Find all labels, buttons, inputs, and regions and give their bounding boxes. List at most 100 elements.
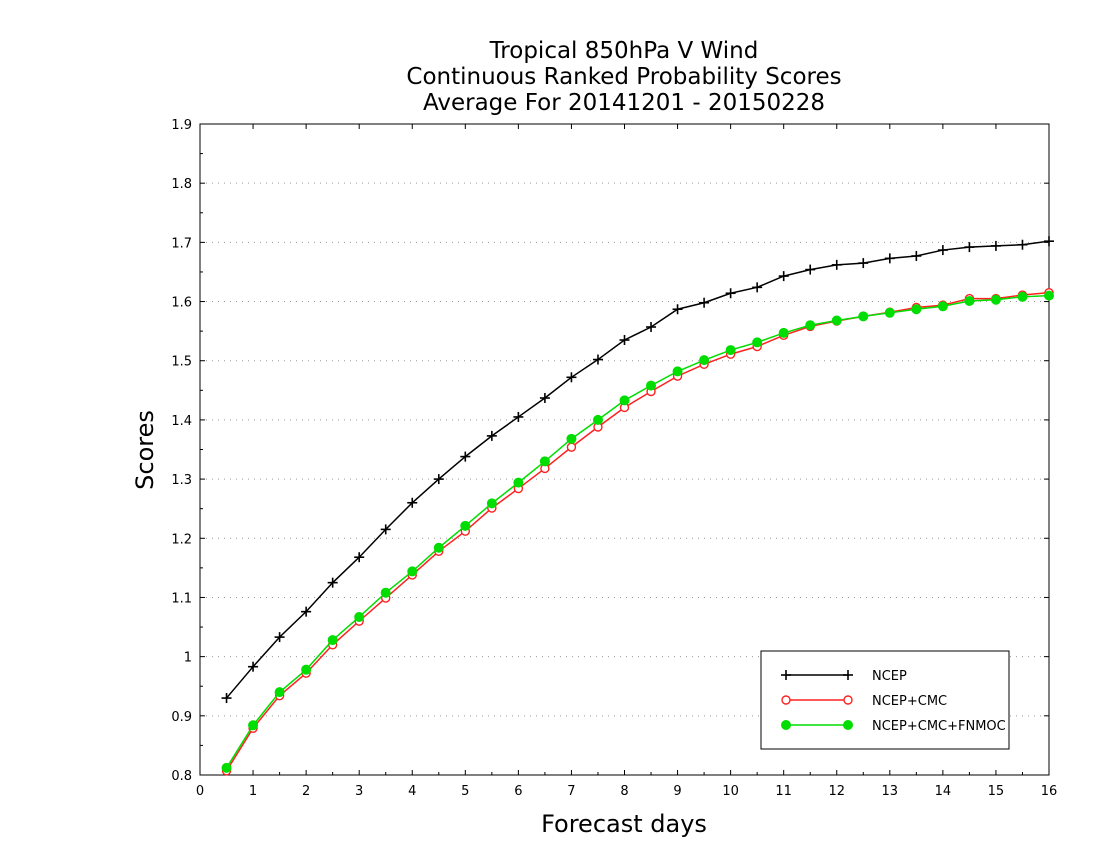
- data-point: [539, 456, 550, 467]
- data-point: [911, 250, 922, 261]
- x-axis-label: Forecast days: [541, 810, 707, 838]
- y-tick-label: 1.3: [171, 473, 192, 488]
- data-point: [380, 524, 391, 535]
- x-tick-label: 7: [567, 784, 575, 799]
- data-point: [752, 282, 763, 293]
- y-axis-label: Scores: [131, 410, 159, 490]
- data-point: [805, 320, 816, 331]
- data-point: [672, 304, 683, 315]
- x-tick-label: 13: [882, 784, 899, 799]
- data-point: [566, 433, 577, 444]
- chart-title-line: Tropical 850hPa V Wind: [489, 38, 759, 64]
- data-point: [433, 542, 444, 553]
- x-tick-label: 1: [249, 784, 257, 799]
- data-point: [301, 606, 312, 617]
- x-tick-label: 11: [775, 784, 792, 799]
- data-point: [911, 304, 922, 315]
- data-point: [221, 693, 232, 704]
- data-point: [964, 295, 975, 306]
- data-point: [884, 307, 895, 318]
- x-tick-label: 5: [461, 784, 469, 799]
- x-tick-label: 2: [302, 784, 310, 799]
- x-axis: 0 1 2 3 4 5 6 7 8 9 10 11 12 13 14 15 16: [196, 124, 1057, 799]
- data-point: [592, 354, 603, 365]
- data-point: [566, 442, 577, 452]
- data-point: [1017, 291, 1028, 302]
- y-tick-label: 1.6: [171, 296, 192, 311]
- data-point: [592, 414, 603, 425]
- data-point: [937, 301, 948, 312]
- data-point: [699, 297, 710, 308]
- chart-title-line: Continuous Ranked Probability Scores: [406, 64, 841, 90]
- data-point: [619, 395, 630, 406]
- data-point: [248, 720, 259, 731]
- data-point: [513, 411, 524, 422]
- x-tick-label: 16: [1041, 784, 1058, 799]
- data-point: [248, 661, 259, 672]
- data-point: [433, 474, 444, 485]
- data-point: [486, 498, 497, 509]
- series-2: [221, 290, 1054, 773]
- legend-label: NCEP+CMC+FNMOC: [872, 719, 1006, 734]
- y-tick-label: 1.4: [171, 414, 192, 429]
- data-point: [539, 393, 550, 404]
- y-tick-label: 1.5: [171, 355, 192, 370]
- data-point: [725, 345, 736, 356]
- y-tick-label: 0.9: [171, 710, 192, 725]
- data-point: [301, 664, 312, 675]
- grid: [200, 182, 1049, 717]
- y-axis: 0.8 0.9 1 1.1 1.2 1.3 1.4 1.5 1.6 1.7 1.8 1.9: [171, 118, 1049, 784]
- data-point: [460, 520, 471, 531]
- data-point: [566, 372, 577, 383]
- legend-marker: [843, 695, 853, 705]
- data-point: [274, 687, 285, 698]
- data-point: [407, 497, 418, 508]
- data-point: [221, 762, 232, 773]
- chart-title-line: Average For 20141201 - 20150228: [423, 90, 825, 116]
- data-point: [884, 253, 895, 264]
- x-tick-label: 15: [988, 784, 1005, 799]
- x-tick-label: 0: [196, 784, 204, 799]
- data-point: [990, 240, 1001, 251]
- legend: NCEP NCEP+CMC NCEP+CMC+FNMOC: [760, 650, 1010, 750]
- data-point: [354, 611, 365, 622]
- data-point: [619, 335, 630, 346]
- y-tick-label: 1.8: [171, 177, 192, 192]
- y-tick-label: 1.2: [171, 532, 192, 547]
- data-point: [327, 577, 338, 588]
- data-point: [407, 566, 418, 577]
- y-tick-label: 1: [184, 651, 192, 666]
- y-tick-label: 1.9: [171, 118, 192, 133]
- legend-marker: [781, 695, 791, 705]
- data-point: [646, 380, 657, 391]
- data-point: [831, 259, 842, 270]
- data-point: [858, 311, 869, 322]
- data-point: [725, 288, 736, 299]
- x-tick-label: 4: [408, 784, 416, 799]
- series-0: [221, 236, 1054, 704]
- data-point: [990, 294, 1001, 305]
- series-layer: [221, 236, 1054, 776]
- x-tick-label: 9: [673, 784, 681, 799]
- data-point: [831, 315, 842, 326]
- data-point: [1044, 236, 1054, 247]
- legend-marker: [781, 670, 791, 680]
- data-point: [380, 587, 391, 598]
- x-tick-label: 10: [722, 784, 739, 799]
- data-point: [327, 635, 338, 646]
- data-point: [699, 355, 710, 366]
- data-point: [858, 258, 869, 269]
- legend-item: NCEP+CMC: [781, 694, 947, 709]
- data-point: [646, 321, 657, 332]
- data-point: [672, 366, 683, 377]
- y-tick-label: 1.1: [171, 591, 192, 606]
- data-point: [354, 552, 365, 563]
- data-point: [513, 477, 524, 488]
- x-tick-label: 3: [355, 784, 363, 799]
- data-point: [964, 242, 975, 253]
- data-point: [752, 337, 763, 348]
- data-point: [274, 632, 285, 643]
- data-point: [1017, 239, 1028, 250]
- legend-label: NCEP: [872, 669, 907, 684]
